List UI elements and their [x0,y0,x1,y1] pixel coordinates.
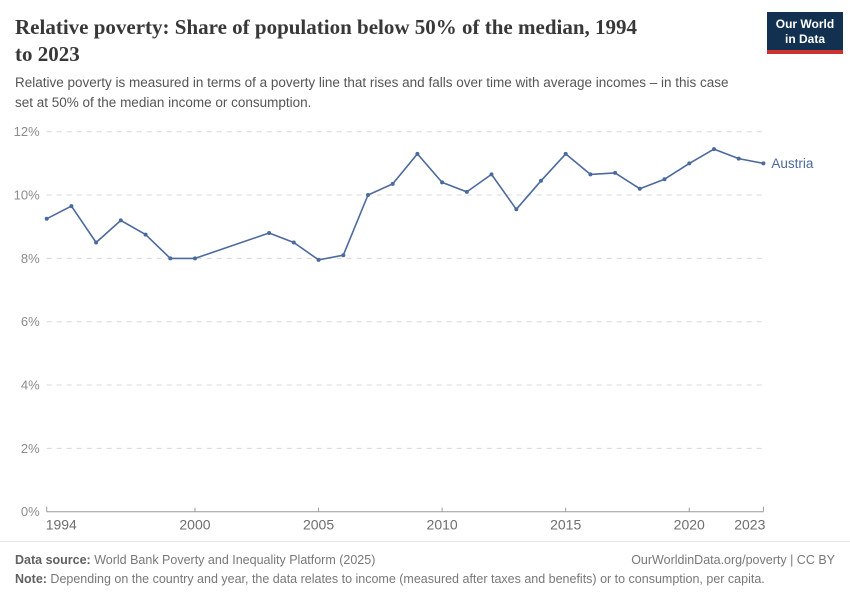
data-point [193,256,197,261]
y-tick-label: 10% [14,188,40,203]
x-tick-label: 2005 [303,517,334,533]
chart-title: Relative poverty: Share of population be… [15,15,638,66]
data-point [662,177,667,182]
data-point [44,216,49,221]
owid-logo-line2: in Data [784,31,825,46]
footer-note-row: Note: Depending on the country and year,… [15,570,835,589]
data-point [761,161,766,166]
data-point [291,240,296,245]
data-point [539,178,543,183]
owid-logo-line1: Our World [775,17,835,31]
data-point [687,161,692,166]
data-point [94,240,99,245]
data-source-text: World Bank Poverty and Inequality Platfo… [90,553,376,567]
data-source: Data source: World Bank Poverty and Ineq… [15,551,375,570]
data-point [69,204,74,209]
owid-logo[interactable]: Our World in Data [767,12,843,55]
y-tick-label: 0% [21,504,40,519]
chart-header: Relative poverty: Share of population be… [15,14,755,68]
data-point [588,172,593,177]
note-label: Note: [15,571,47,586]
chart-subtitle: Relative poverty is measured in terms of… [15,75,729,110]
x-tick-label: 2020 [674,517,705,533]
data-point [440,180,445,185]
note-text: Depending on the country and year, the d… [46,571,765,586]
y-tick-label: 2% [21,441,40,456]
data-point [464,189,469,194]
data-point [390,181,395,186]
data-point [736,156,741,161]
attribution-link[interactable]: OurWorldinData.org/poverty | CC BY [631,553,835,567]
footer-source-row: Data source: World Bank Poverty and Ineq… [15,551,835,570]
line-chart: 0% 2% 4% 6% 8% 10% 12% 1994 2000 2005 2010 2015 2020… [14,124,814,533]
data-point [168,256,173,261]
x-tick-label: 2015 [550,517,581,533]
y-tick-label: 4% [21,378,40,393]
y-tick-label: 8% [21,251,40,266]
data-point [613,170,618,175]
data-point [489,172,494,177]
y-tick-label: 6% [21,314,40,329]
data-point [514,207,519,212]
data-point [143,232,148,237]
data-point [316,257,321,262]
x-tick-label: 1994 [46,517,77,533]
data-point [637,186,642,191]
x-tick-label: 2000 [179,517,210,533]
series-line-austria [45,148,765,261]
chart-footer: Data source: World Bank Poverty and Ineq… [0,541,850,589]
data-point [366,193,370,197]
x-tick-label: 2023 [734,517,765,533]
data-point [341,253,346,258]
data-source-label: Data source: [15,553,91,567]
data-point [563,151,568,156]
data-point [712,147,716,152]
data-point [267,231,272,235]
data-point [415,151,420,156]
data-point [118,218,123,223]
y-tick-label: 12% [14,124,40,139]
series-label-austria: Austria [771,156,814,171]
x-tick-label: 2010 [427,517,458,533]
